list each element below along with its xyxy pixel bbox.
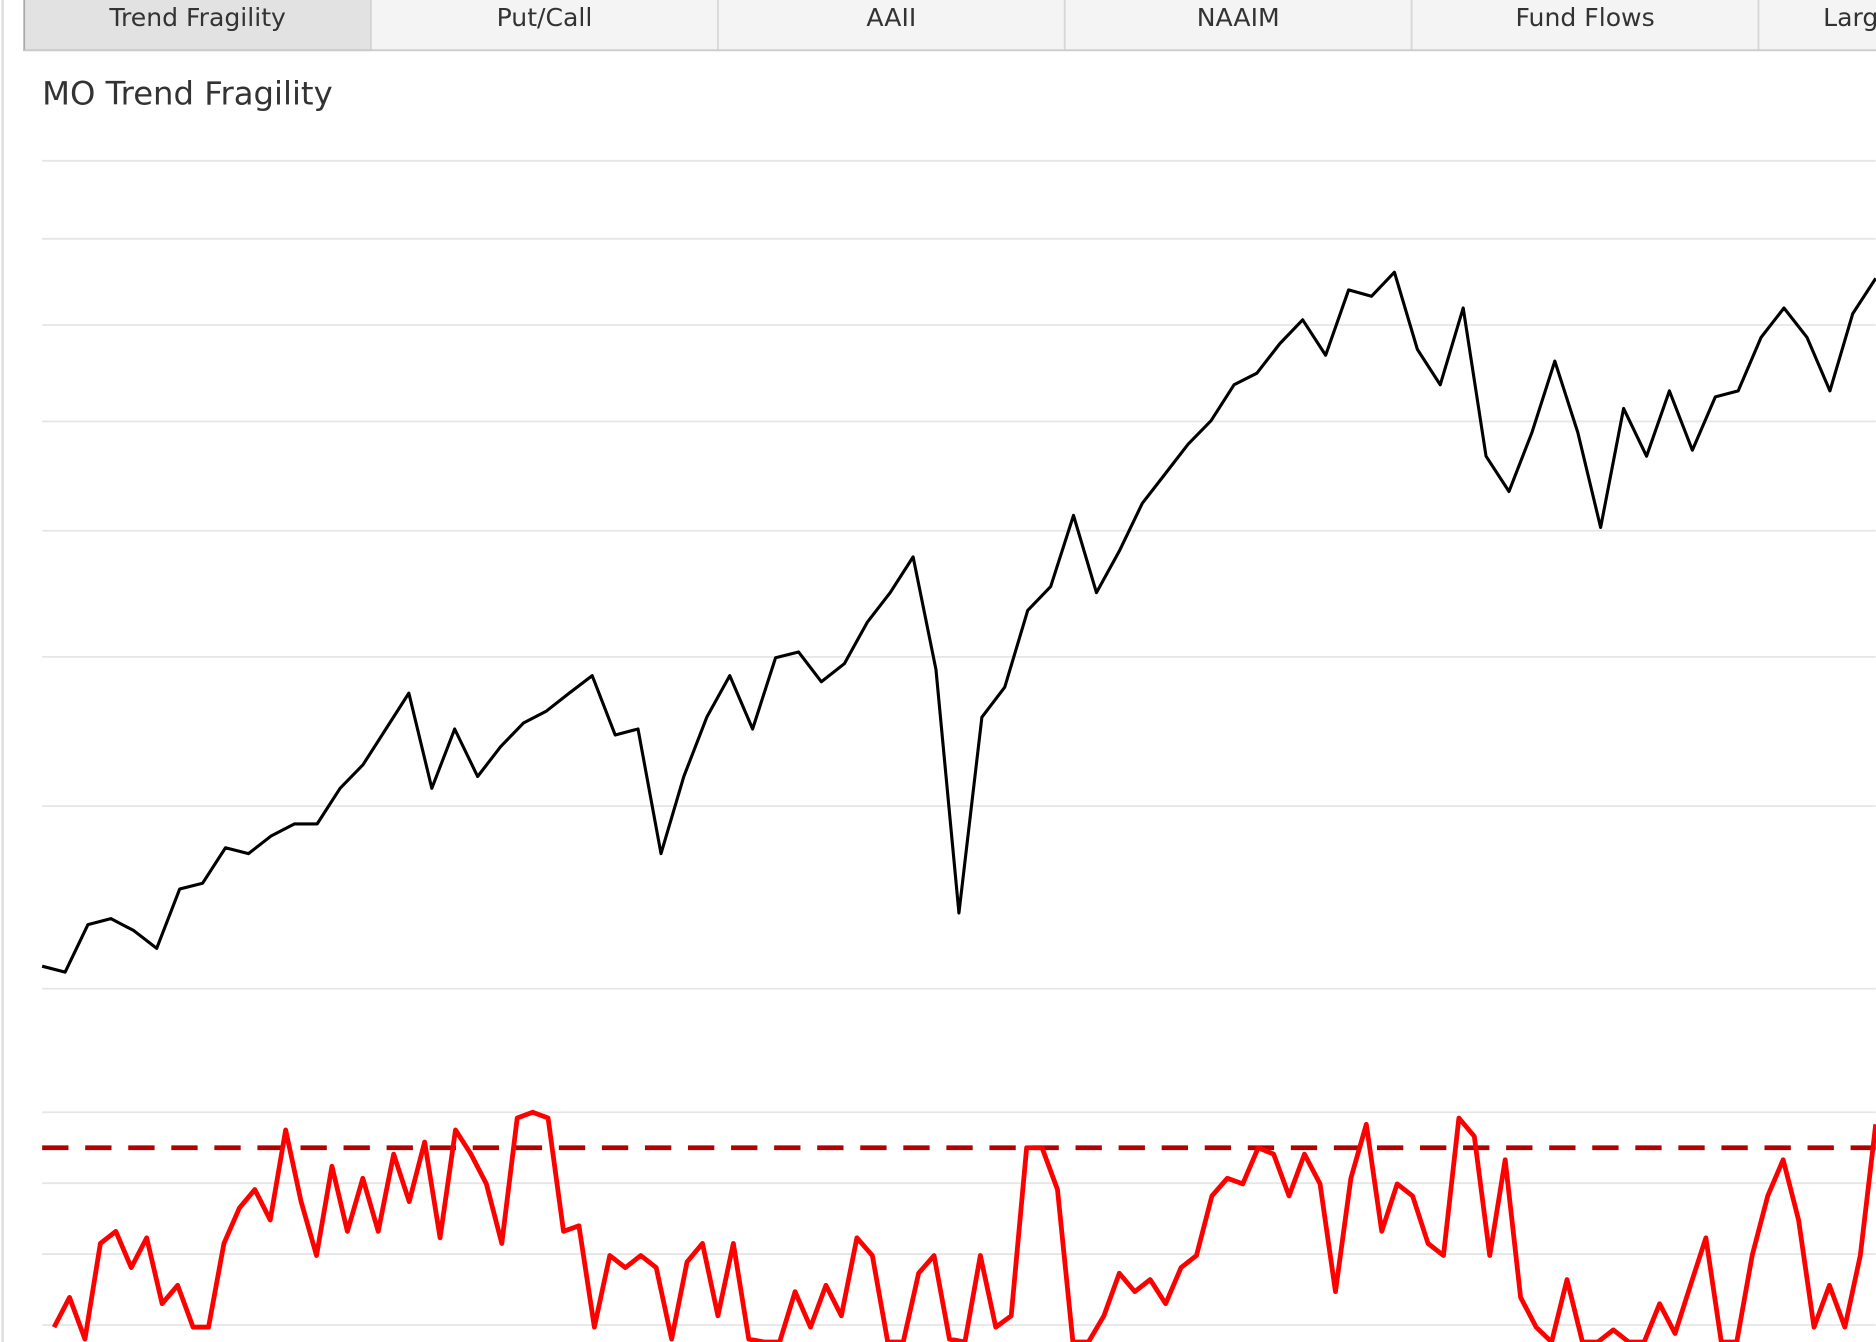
tab-label[interactable]: AAII <box>866 3 916 32</box>
chart-title: MO Trend Fragility <box>42 75 333 113</box>
tab[interactable] <box>1410 0 1760 52</box>
tab-label[interactable]: Fund Flows <box>1515 3 1654 32</box>
tab-label[interactable]: Trend Fragility <box>108 3 286 32</box>
series-line <box>41 270 1876 974</box>
series-line <box>51 1109 1876 1342</box>
tab-label[interactable]: NAAIM <box>1197 3 1280 32</box>
tab[interactable] <box>370 0 719 52</box>
tab-label[interactable]: Put/Call <box>497 3 593 32</box>
tab-bar: Trend Fragility Put/Call AAII NAAIM Fund Flo… <box>23 0 1876 52</box>
tab[interactable] <box>1757 0 1876 52</box>
tab-label[interactable]: Larg <box>1823 3 1876 32</box>
